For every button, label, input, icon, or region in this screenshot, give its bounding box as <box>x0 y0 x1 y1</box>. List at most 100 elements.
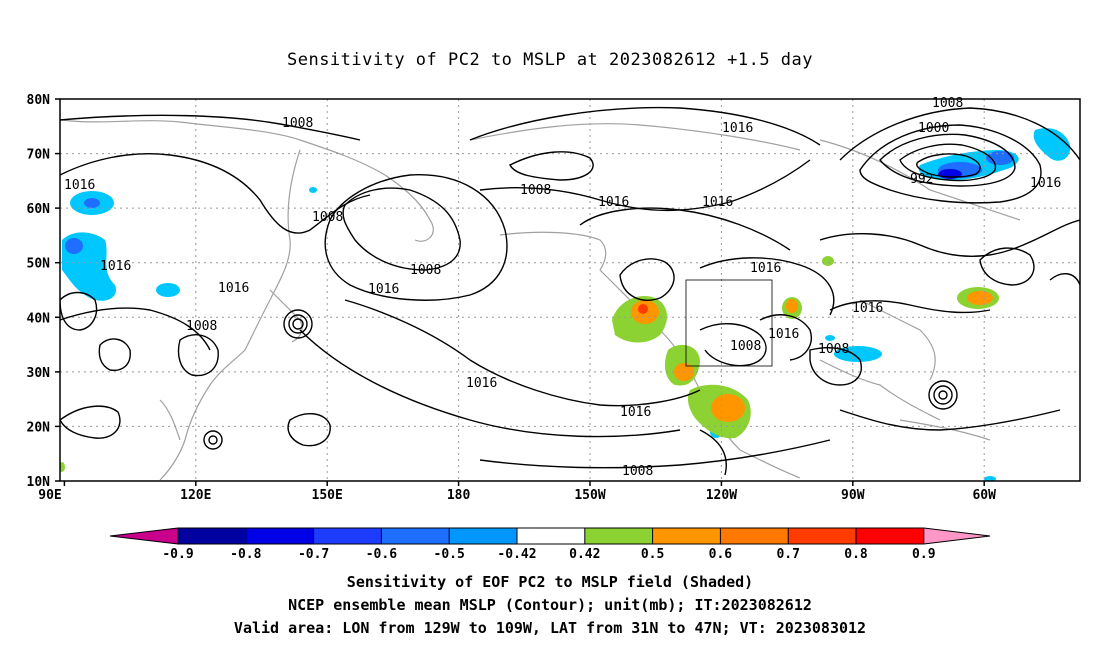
contour-1008-alaska <box>479 159 811 212</box>
contour-label: 1008 <box>312 210 343 225</box>
caribbean <box>899 419 991 441</box>
contour-label: 1008 <box>818 342 849 357</box>
taiwan-philippines <box>159 399 181 441</box>
colorbar-low-arrow <box>110 528 178 544</box>
contour-label: 1016 <box>466 376 497 391</box>
contour-1008-india <box>60 307 211 351</box>
contour-1016-south <box>299 329 681 438</box>
contour-1016-subtropical <box>344 299 701 407</box>
neg-shade-7 <box>1033 128 1071 161</box>
contour-label: 1016 <box>598 195 629 210</box>
contour-1008-aleutian <box>342 187 461 271</box>
colorbar-swatch <box>788 528 856 544</box>
mslp-contours <box>60 106 1080 476</box>
lat-label: 10N <box>27 475 51 490</box>
contour-label: 1016 <box>750 261 781 276</box>
contour-ring-3b <box>933 385 953 405</box>
map-frame <box>59 98 1081 482</box>
colorbar-swatch <box>381 528 450 544</box>
contour-1008-thermal <box>699 322 767 367</box>
contour-label: 1000 <box>918 121 949 136</box>
contour-1016-east <box>759 314 812 361</box>
contour-label: 1016 <box>702 195 733 210</box>
lon-label: 60W <box>972 488 996 503</box>
colorbar-swatch <box>245 528 314 544</box>
colorbar-swatch <box>856 528 924 544</box>
axis-tick-marks <box>55 98 985 486</box>
contour-label: 1016 <box>218 281 249 296</box>
contour-label: 1008 <box>410 263 441 278</box>
contour-closed-w2 <box>98 338 131 372</box>
contour-label: 1016 <box>368 282 399 297</box>
colorbar-label: -0.9 <box>162 547 193 562</box>
lon-label: 90E <box>38 488 61 503</box>
contour-1008-low-outer <box>859 124 1042 204</box>
lon-label: 150W <box>574 488 605 503</box>
contour-1016-arctic <box>469 106 821 146</box>
pos-shade-1-core <box>638 304 648 314</box>
pos-shade-7 <box>60 462 65 472</box>
pos-shade-5-core <box>967 291 993 305</box>
neg-shade-1-core <box>84 198 100 208</box>
contour-label: 992 <box>910 172 933 187</box>
lon-label: 120W <box>706 488 737 503</box>
contour-1008-canada <box>819 219 1080 258</box>
caption-line-3: Valid area: LON from 129W to 109W, LAT f… <box>233 619 867 637</box>
kamchatka-coast <box>384 174 434 242</box>
lat-label: 50N <box>27 257 51 272</box>
valid-area-box <box>685 279 773 367</box>
lat-labels: 80N 70N 60N 50N 40N 30N 20N 10N <box>27 93 51 490</box>
contour-1016-nw <box>60 153 371 234</box>
china-coast <box>159 349 246 481</box>
neg-shade-4 <box>309 187 317 193</box>
alaska-south <box>499 231 607 271</box>
contour-label: 1016 <box>100 259 131 274</box>
contour-closed-sw2 <box>60 405 121 439</box>
contour-label: 1008 <box>622 464 653 479</box>
neg-shade-3 <box>156 283 180 297</box>
colorbar-label: 0.5 <box>641 547 664 562</box>
contour-label: 1016 <box>768 327 799 342</box>
lat-label: 40N <box>27 311 51 326</box>
sensitivity-shading <box>60 128 1071 481</box>
contour-ring-1c <box>283 309 313 339</box>
colorbar-swatch <box>584 528 653 544</box>
colorbar-label: -0.42 <box>497 547 536 562</box>
map-plot-area <box>60 99 1080 481</box>
contour-1016-atlantic-ridge <box>829 300 991 314</box>
gridlines <box>60 99 1080 481</box>
colorbar-label: 0.42 <box>569 547 600 562</box>
contour-label: 1016 <box>1030 176 1061 191</box>
map-title: Sensitivity of PC2 to MSLP at 2023082612… <box>286 50 813 70</box>
colorbar-label: -0.8 <box>230 547 261 562</box>
pos-shade-6 <box>822 256 834 266</box>
colorbar-label: -0.6 <box>366 547 397 562</box>
contour-closed-s <box>287 413 331 447</box>
neg-shade-9 <box>825 335 835 341</box>
gulf-coast <box>819 359 941 421</box>
contour-label: 1016 <box>620 405 651 420</box>
contour-1016-trade <box>839 409 1061 431</box>
colorbar: -0.9 -0.8 -0.7 -0.6 -0.5 -0.42 0.42 0.5 … <box>109 527 991 562</box>
contour-1016-closed <box>619 258 675 301</box>
contour-label: 1008 <box>730 339 761 354</box>
contour-996 <box>899 143 997 182</box>
contour-1016-ne <box>699 257 835 316</box>
contour-label: 1008 <box>186 319 217 334</box>
contour-ring-3c <box>928 380 958 410</box>
alaska-north <box>469 123 801 151</box>
neg-shade-2-core <box>65 238 83 254</box>
lon-labels: 90E 120E 150E 180 150W 120W 90W 60W <box>38 488 996 503</box>
caption-line-2: NCEP ensemble mean MSLP (Contour); unit(… <box>288 596 812 614</box>
colorbar-swatch <box>313 528 382 544</box>
pos-shade-4-core <box>786 299 798 313</box>
contour-label: 1016 <box>722 121 753 136</box>
contour-1016-aleutian <box>324 174 508 301</box>
contour-ring-1b <box>288 314 308 334</box>
contour-closed-sw <box>177 334 219 377</box>
contour-1008-tropical <box>479 439 831 469</box>
mexico-coast <box>739 449 801 479</box>
contour-label: 1016 <box>64 178 95 193</box>
lat-label: 80N <box>27 93 51 108</box>
